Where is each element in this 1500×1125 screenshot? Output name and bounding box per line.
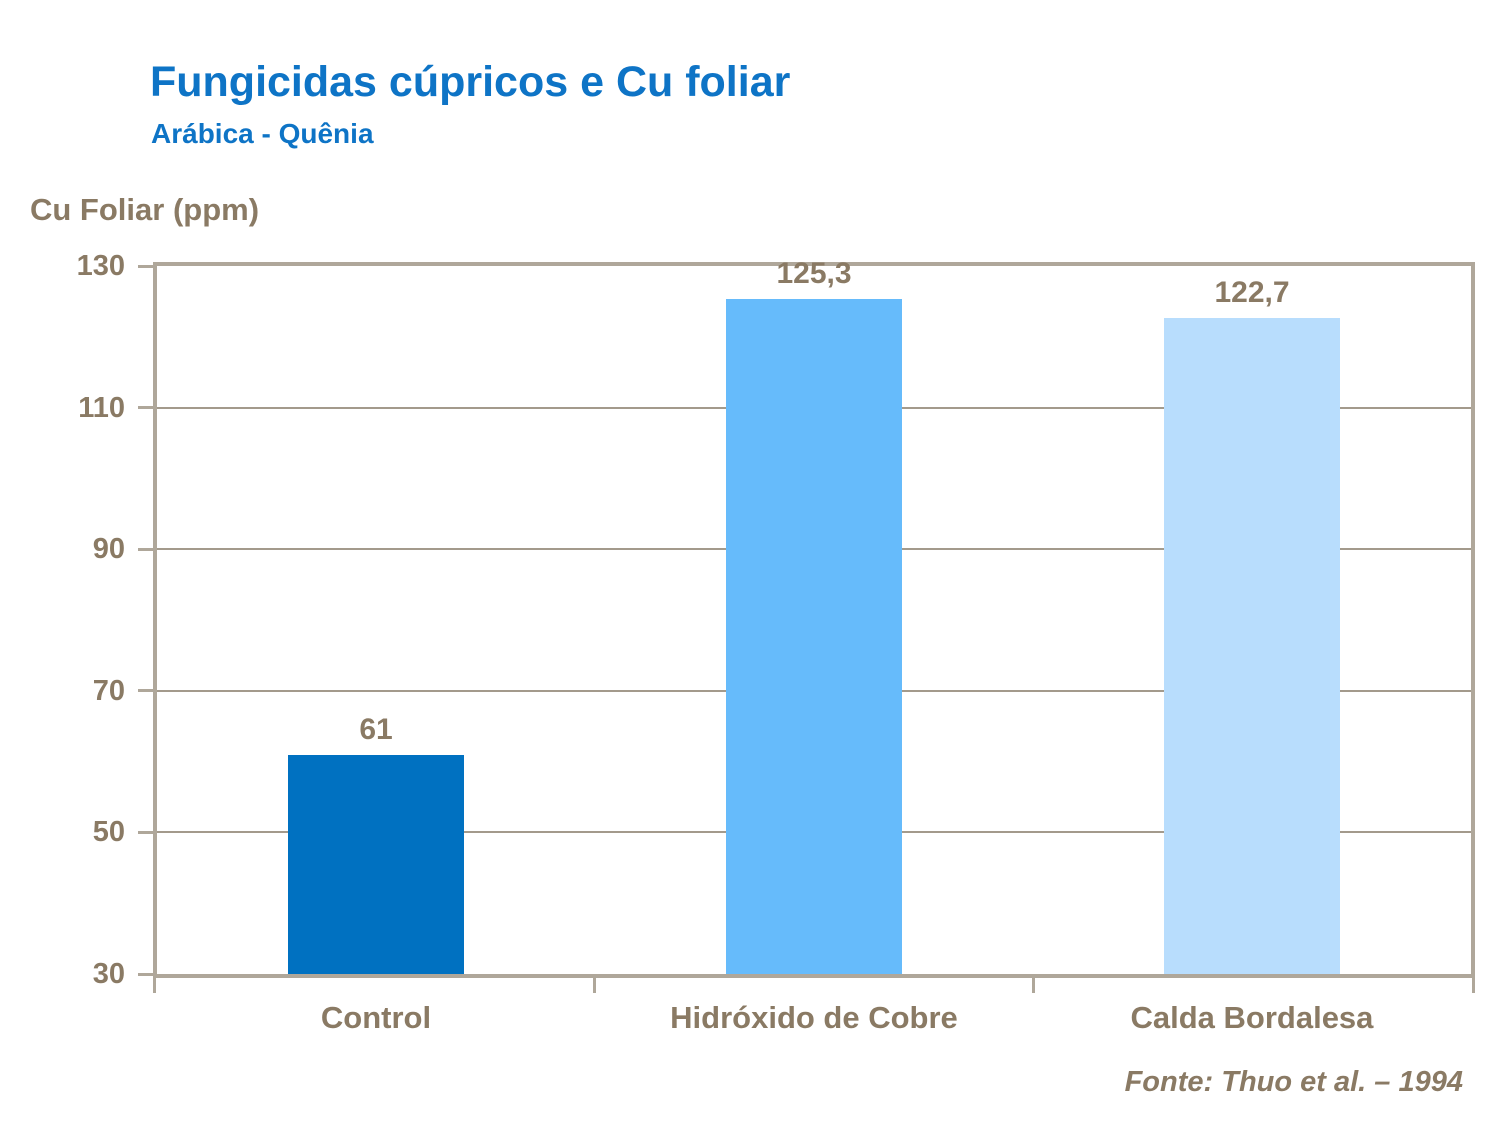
bar-1 (726, 299, 902, 974)
bar-2 (1164, 317, 1340, 974)
y-tick-mark-70 (138, 689, 153, 693)
x-axis-labels: Control Hidróxido de Cobre Calda Bordalesa (157, 1000, 1471, 1036)
x-category-label-0: Control (320, 1000, 432, 1035)
y-tick-mark-50 (138, 830, 153, 834)
y-tick-label-50: 50 (92, 816, 125, 849)
source-note: Fonte: Thuo et al. – 1994 (1124, 1066, 1463, 1098)
bar-value-label-2: 122,7 (1214, 275, 1290, 309)
chart-title: Fungicidas cúpricos e Cu foliar (150, 58, 791, 106)
y-tick-label-110: 110 (78, 391, 125, 424)
y-axis-title: Cu Foliar (ppm) (30, 192, 260, 227)
x-category-label-2: Calda Bordalesa (1130, 1000, 1374, 1035)
y-tick-label-130: 130 (76, 250, 125, 282)
x-boundary-tick-2 (1032, 978, 1036, 993)
x-category-label-1: Hidróxido de Cobre (670, 1000, 958, 1035)
chart-subtitle: Arábica - Quênia (151, 118, 374, 149)
plot-area: 61 125,3 122,7 (153, 259, 1475, 978)
y-tick-mark-130 (138, 264, 153, 268)
bar-0 (287, 754, 464, 974)
bar-value-label-1: 125,3 (776, 257, 852, 291)
y-tick-mark-30 (138, 972, 153, 976)
x-boundary-tick-1 (592, 978, 596, 993)
plot-inner: 61 125,3 122,7 (157, 259, 1471, 974)
x-boundary-tick-0 (153, 978, 156, 993)
y-tick-label-70: 70 (92, 674, 125, 707)
y-tick-mark-110 (138, 406, 153, 410)
x-boundary-tick-3 (1472, 978, 1475, 993)
y-tick-mark-90 (138, 547, 153, 551)
bar-value-label-0: 61 (359, 712, 393, 746)
y-axis: 130 110 90 70 50 30 (0, 250, 153, 990)
y-tick-label-30: 30 (92, 958, 125, 990)
y-tick-label-90: 90 (92, 533, 125, 566)
x-axis-ticks (153, 978, 1475, 993)
